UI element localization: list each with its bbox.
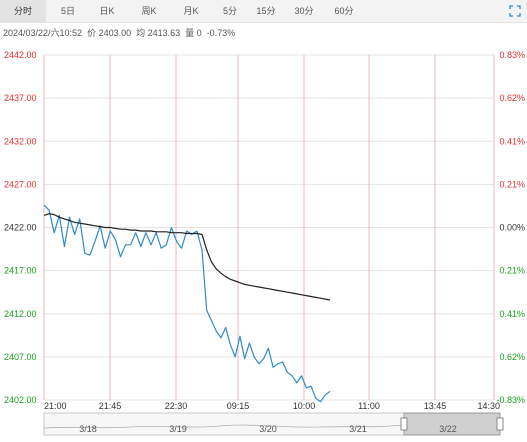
- tab-weekly-k[interactable]: 周K: [141, 6, 157, 16]
- chart-lines: [43, 204, 331, 403]
- price-axis: 2442.00 2437.00 2432.00 2427.00 2422.00 2417.…: [4, 50, 37, 405]
- navigator-handle-right[interactable]: [496, 417, 504, 431]
- pct-tick-label: 0.41%: [499, 309, 525, 319]
- navigator-date-label: 3/22: [439, 424, 457, 434]
- pct-tick-label: 0.21%: [499, 266, 525, 276]
- quote-volume: 量 0: [185, 28, 202, 38]
- navigator-date-label: 3/20: [259, 424, 277, 434]
- series-line-均: [43, 213, 331, 301]
- date-navigator[interactable]: 3/18 3/19 3/20 3/21 3/22: [43, 412, 504, 436]
- navigator-handle-left[interactable]: [400, 417, 408, 431]
- percent-axis: 0.83% 0.62% 0.41% 0.21% 0.00% 0.21% 0.41% 0.62%…: [496, 50, 525, 405]
- quote-price: 价 2403.00: [87, 28, 132, 38]
- y-tick-label: 2432.00: [4, 136, 37, 146]
- y-tick-label: 2402.00: [4, 395, 37, 405]
- y-tick-label: 2407.00: [4, 352, 37, 362]
- quote-average: 均 2413.63: [136, 28, 181, 38]
- tab-15min[interactable]: 15分: [256, 6, 276, 16]
- time-axis: 21:00 21:45 22:30 09:15 10:00 11:00 13:45 14:30: [44, 401, 500, 411]
- x-tick-label: 21:00: [44, 401, 67, 411]
- tab-30min[interactable]: 30分: [294, 6, 314, 16]
- series-line-价: [43, 204, 331, 403]
- pct-tick-label: 0.62%: [499, 93, 525, 103]
- tab-intraday[interactable]: 分时: [0, 0, 46, 22]
- x-tick-label: 10:00: [293, 401, 316, 411]
- y-tick-label: 2442.00: [4, 50, 37, 60]
- pct-tick-label: 0.62%: [499, 352, 525, 362]
- x-tick-label: 09:15: [227, 401, 250, 411]
- chart-grid: [43, 54, 495, 401]
- y-tick-label: 2427.00: [4, 179, 37, 189]
- navigator-sparkline: [43, 424, 405, 429]
- navigator-date-label: 3/19: [169, 424, 187, 434]
- y-tick-label: 2437.00: [4, 93, 37, 103]
- expand-icon[interactable]: [509, 5, 521, 17]
- period-tab-bar: 分时 5日 日K 周K 月K 5分 15分 30分 60分: [0, 0, 527, 23]
- tab-5day[interactable]: 5日: [60, 6, 75, 16]
- pct-tick-label: 0.00%: [499, 223, 525, 233]
- tab-60min[interactable]: 60分: [334, 6, 354, 16]
- navigator-date-label: 3/21: [349, 424, 367, 434]
- x-tick-label: 11:00: [358, 401, 380, 411]
- quote-change: -0.73%: [206, 28, 236, 38]
- quote-datetime: 2024/03/22/六10:52: [3, 28, 83, 38]
- pct-tick-label: 0.41%: [499, 136, 525, 146]
- quote-info-line: 2024/03/22/六10:52 价 2403.00 均 2413.63 量 0 -0…: [3, 26, 240, 39]
- x-tick-label: 13:45: [424, 401, 447, 411]
- y-tick-label: 2422.00: [4, 223, 37, 233]
- y-tick-label: 2412.00: [4, 309, 37, 319]
- y-tick-label: 2417.00: [4, 266, 37, 276]
- navigator-date-label: 3/18: [79, 424, 97, 434]
- tab-monthly-k[interactable]: 月K: [183, 6, 199, 16]
- pct-tick-label: 0.21%: [499, 179, 525, 189]
- x-tick-label: 22:30: [165, 401, 188, 411]
- x-tick-label: 21:45: [99, 401, 122, 411]
- pct-tick-label: 0.83%: [499, 50, 525, 60]
- x-tick-label: 14:30: [477, 401, 500, 411]
- tab-5min[interactable]: 5分: [222, 6, 237, 16]
- pct-tick-label: -0.83%: [496, 395, 525, 405]
- tab-daily-k[interactable]: 日K: [99, 6, 115, 16]
